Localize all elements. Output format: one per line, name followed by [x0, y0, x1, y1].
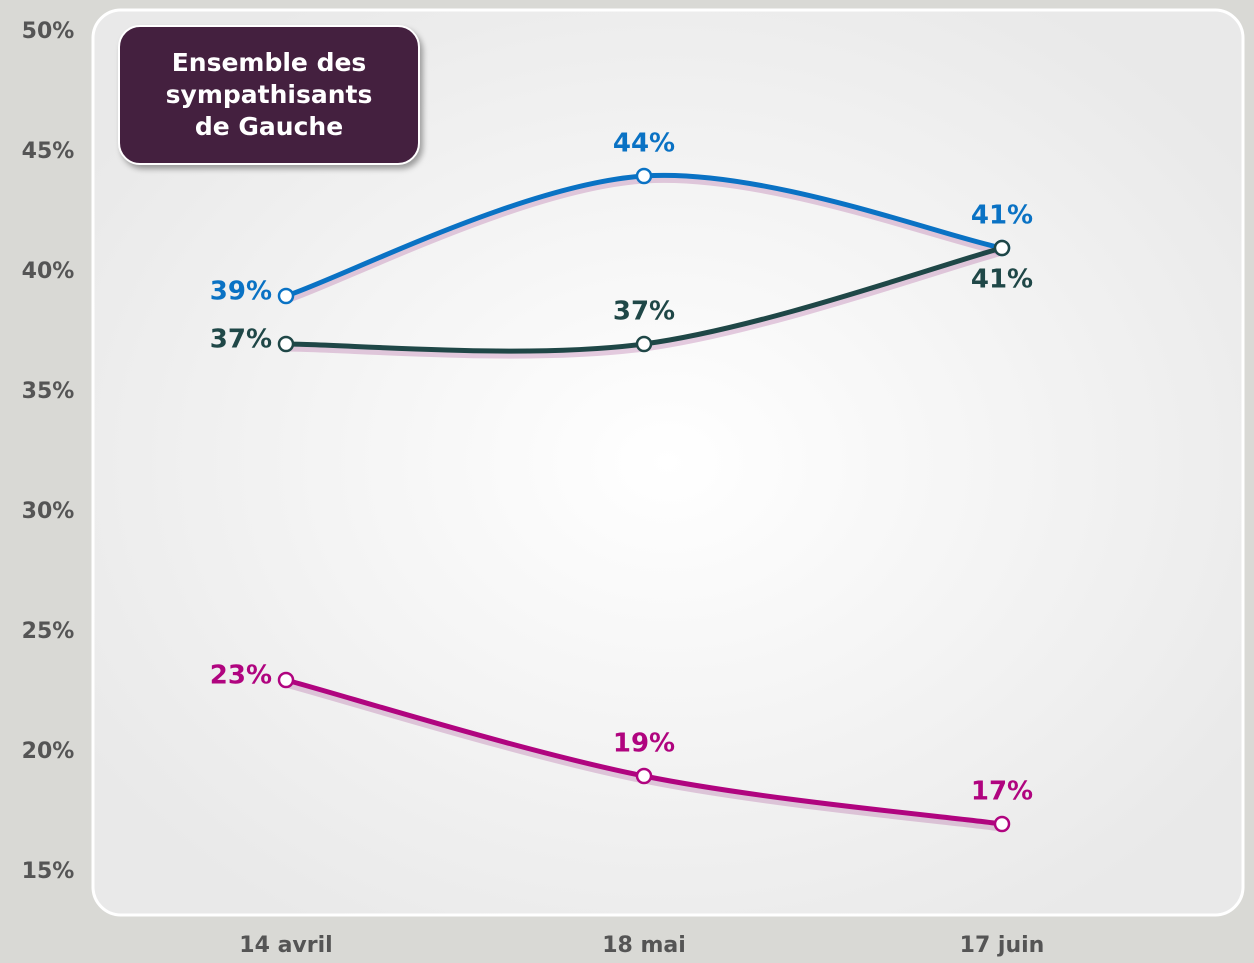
data-label: 37% — [210, 325, 272, 355]
data-label: 17% — [971, 777, 1033, 807]
point — [993, 239, 1011, 257]
y-tick-label: 50% — [22, 19, 75, 44]
point — [635, 767, 653, 785]
point — [993, 815, 1011, 833]
y-tick-label: 30% — [22, 499, 75, 524]
point — [277, 335, 295, 353]
data-label: 39% — [210, 277, 272, 307]
y-tick-label: 35% — [22, 379, 75, 404]
data-label: 19% — [613, 729, 675, 759]
point — [635, 335, 653, 353]
x-tick-label: 17 juin — [960, 933, 1045, 958]
chart-title: Ensemble des sympathisants de Gauche — [118, 25, 420, 165]
data-label: 41% — [971, 201, 1033, 231]
data-label: 41% — [971, 265, 1033, 295]
x-tick-label: 18 mai — [602, 933, 686, 958]
y-tick-label: 45% — [22, 139, 75, 164]
y-tick-label: 40% — [22, 259, 75, 284]
y-tick-label: 15% — [22, 859, 75, 884]
x-tick-label: 14 avril — [239, 933, 332, 958]
data-label: 23% — [210, 661, 272, 691]
y-tick-label: 25% — [22, 619, 75, 644]
y-tick-label: 20% — [22, 739, 75, 764]
point — [635, 167, 653, 185]
point — [277, 287, 295, 305]
data-label: 37% — [613, 297, 675, 327]
point — [277, 671, 295, 689]
data-label: 44% — [613, 129, 675, 159]
